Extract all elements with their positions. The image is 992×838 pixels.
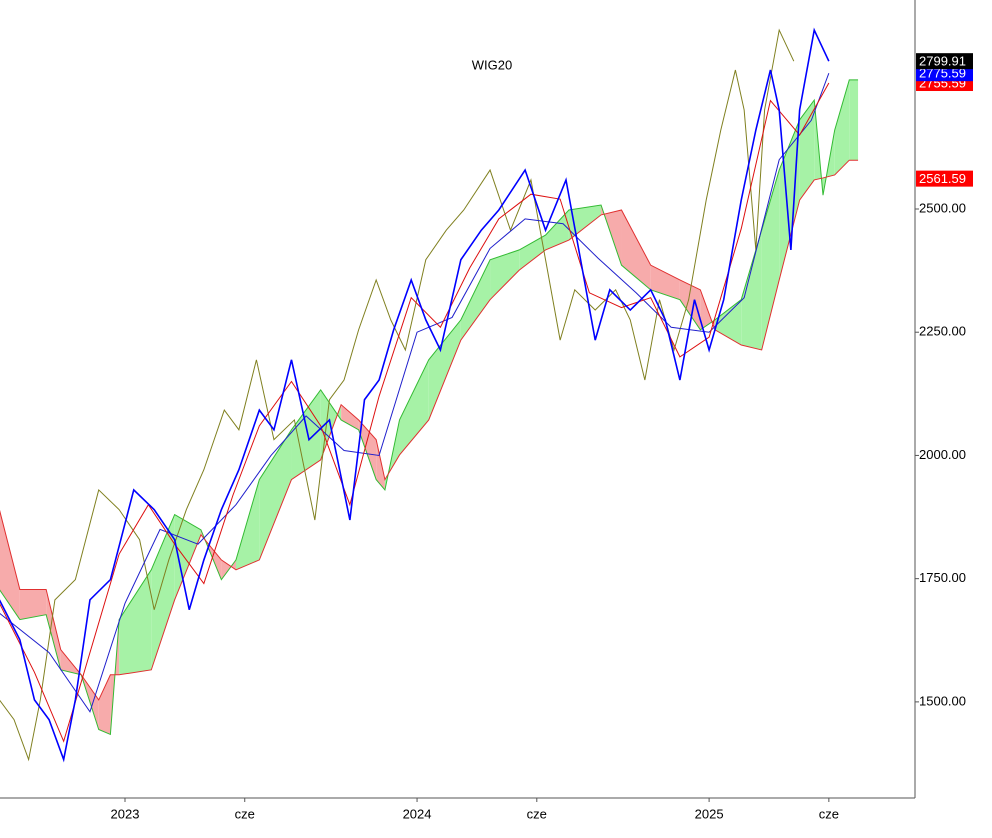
cloud-segment (545, 209, 569, 250)
price-marker-label: 2775.59 (919, 66, 966, 81)
cloud-segment (741, 230, 762, 350)
cloud-segment (376, 439, 385, 490)
cloud-segment (174, 514, 201, 600)
cloud-segment (291, 389, 321, 480)
price-marker (916, 53, 973, 70)
price-marker (916, 170, 973, 187)
y-tick-label: 1750.00 (919, 570, 966, 585)
line-series (0, 82, 830, 743)
x-tick-label: 2025 (695, 806, 724, 821)
cloud-segment (761, 170, 780, 350)
cloud-segment (799, 100, 815, 201)
cloud-segment (714, 299, 742, 346)
cloud-segment (621, 209, 651, 290)
cloud-segment (834, 79, 850, 175)
cloud-segment (98, 674, 111, 735)
price-marker-label: 2561.59 (919, 171, 966, 186)
cloud-edge (0, 159, 859, 701)
x-tick-label: cze (819, 806, 839, 821)
y-tick-label: 2250.00 (919, 324, 966, 339)
line-series (0, 72, 830, 713)
cloud-segment (650, 265, 680, 300)
cloud-segment (568, 205, 602, 241)
chart-title: WIG20 (472, 57, 512, 72)
cloud-segment (460, 259, 491, 341)
y-tick-label: 2500.00 (919, 200, 966, 215)
cloud-segment (490, 249, 520, 300)
cloud-edge (0, 79, 859, 736)
cloud-segment (0, 511, 20, 620)
cloud-segment (849, 79, 859, 161)
x-tick-label: cze (527, 806, 547, 821)
cloud-segment (399, 359, 429, 455)
cloud-segment (519, 235, 546, 271)
price-marker-label: 2799.91 (919, 54, 966, 69)
cloud-segment (259, 429, 292, 560)
line-series (0, 27, 830, 763)
cloud-segment (779, 119, 800, 280)
x-tick-label: cze (235, 806, 255, 821)
cloud-segment (428, 319, 461, 420)
cloud-segment (119, 569, 152, 675)
x-tick-label: 2023 (111, 806, 140, 821)
y-tick-label: 2000.00 (919, 447, 966, 462)
cloud-segment (46, 589, 61, 670)
cloud-segment (151, 514, 175, 670)
cloud-segment (679, 279, 701, 330)
cloud-segment (235, 479, 260, 570)
y-tick-label: 1500.00 (919, 693, 966, 708)
cloud-segment (341, 404, 359, 430)
x-tick-label: 2024 (403, 806, 432, 821)
line-series (0, 28, 795, 762)
cloud-segment (19, 589, 47, 620)
